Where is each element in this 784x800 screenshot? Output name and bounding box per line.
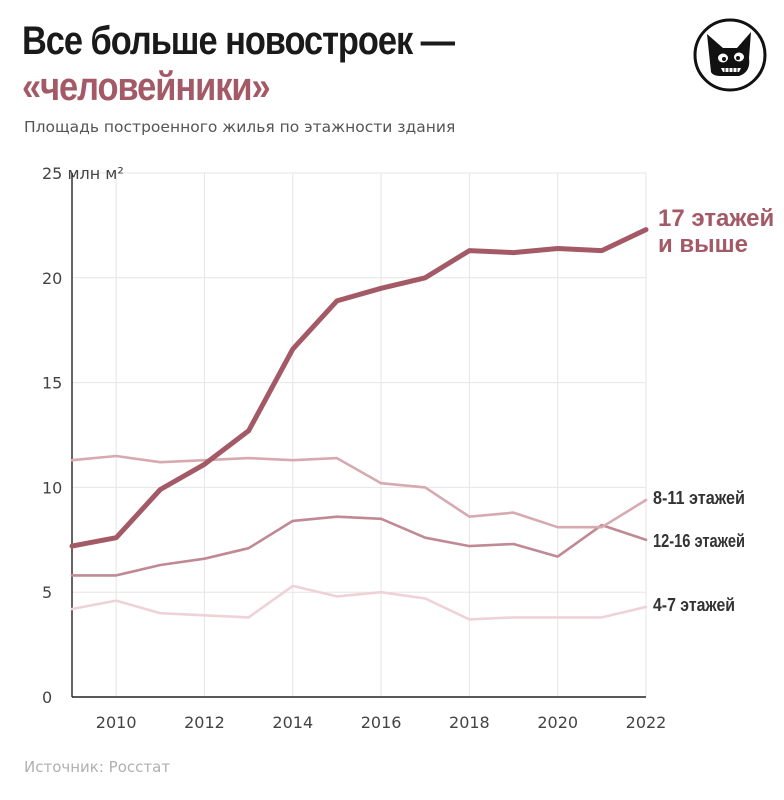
series-line-4-7-этажей — [70, 584, 648, 621]
chart-subtitle: Площадь построенного жилья по этажности … — [24, 118, 456, 136]
title-line-2: «человейники» — [22, 65, 271, 109]
series-label: 8-11 этажей — [653, 488, 745, 508]
x-tick-label: 2018 — [449, 713, 490, 732]
chart-title: Все больше новостроек — «человейники» — [22, 18, 455, 110]
series-line-17-этажей-и-выше — [69, 227, 649, 549]
y-tick-label: 15 — [42, 374, 62, 393]
series-label: 12-16 этажей — [653, 531, 745, 551]
x-tick-label: 2020 — [537, 713, 578, 732]
series-line-8-11-этажей — [70, 454, 648, 529]
series-line-12-16-этажей — [70, 515, 648, 577]
y-tick-label: 20 — [42, 269, 62, 288]
title-line-1: Все больше новостроек — — [22, 19, 455, 63]
x-tick-label: 2014 — [272, 713, 313, 732]
y-tick-label: 5 — [42, 583, 52, 602]
dog-head-icon — [693, 18, 767, 92]
y-tick-label: 10 — [42, 478, 62, 497]
series-label: 4-7 этажей — [653, 595, 735, 615]
series-label: 17 этажей и выше — [658, 205, 774, 258]
x-tick-label: 2022 — [626, 713, 667, 732]
y-tick-label: 0 — [42, 688, 52, 707]
source-note: Источник: Росстат — [24, 758, 171, 776]
x-tick-label: 2016 — [361, 713, 402, 732]
x-tick-label: 2012 — [184, 713, 225, 732]
x-tick-label: 2010 — [96, 713, 137, 732]
y-unit-label: 25 млн м² — [42, 164, 124, 183]
